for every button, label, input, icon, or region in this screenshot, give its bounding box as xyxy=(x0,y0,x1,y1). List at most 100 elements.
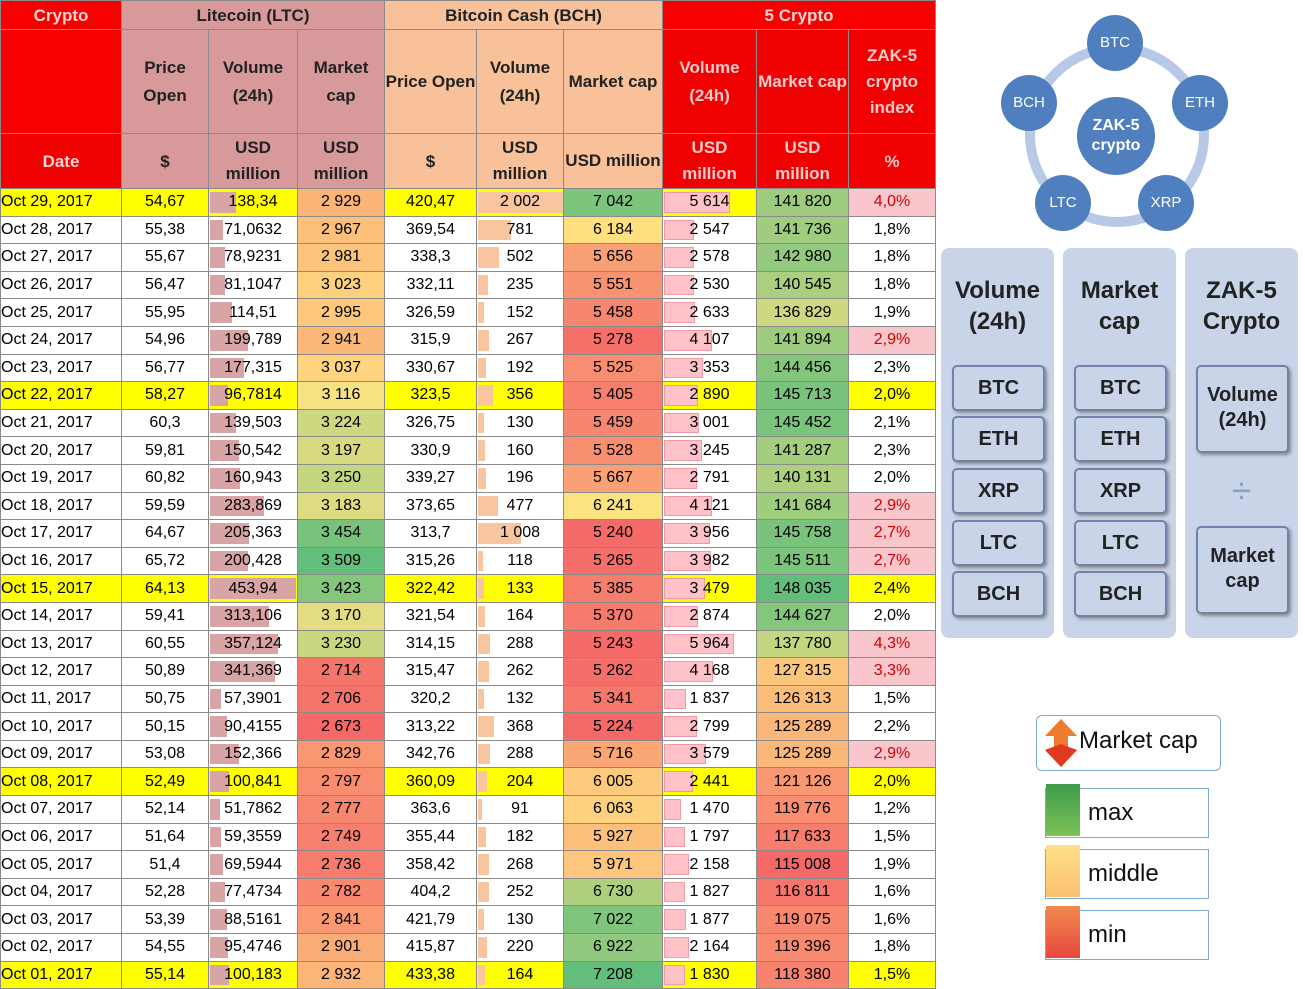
data-bar xyxy=(478,964,485,986)
ltc-volume-cell-value: 150,542 xyxy=(224,441,282,459)
c5-volume-cell: 3 479 xyxy=(662,574,757,603)
data-bar xyxy=(210,302,232,323)
ltc-volume-cell: 95,4746 xyxy=(208,933,298,962)
ltc-cap-cell: 3 224 xyxy=(297,408,385,438)
data-bar xyxy=(664,964,686,986)
zak-index-cell-value: 2,2% xyxy=(873,717,911,735)
ltc-price-cell: 60,55 xyxy=(121,629,209,659)
bch-price-cell-value: 355,44 xyxy=(406,827,455,845)
bch-price-cell: 404,2 xyxy=(384,877,477,907)
data-bar xyxy=(664,247,695,268)
table-row: Oct 22, 2017 58,27 96,7814 3 116 323,5 356 5 4… xyxy=(0,381,937,410)
data-bar xyxy=(478,688,484,710)
ltc-volume-cell-value: 160,943 xyxy=(224,469,282,487)
date-cell: Oct 27, 2017 xyxy=(0,243,122,272)
legend-title-box: Market cap xyxy=(1036,715,1221,771)
c5-volume-cell-value: 1 830 xyxy=(689,965,730,983)
ltc-volume-cell: 160,943 xyxy=(208,463,298,493)
ltc-price-cell-value: 52,49 xyxy=(144,772,186,790)
bch-price-cell: 323,5 xyxy=(384,381,477,410)
date-cell: Oct 20, 2017 xyxy=(0,436,122,465)
bch-volume-cell-value: 118 xyxy=(507,552,533,570)
c5-volume-cell: 1 797 xyxy=(662,822,757,852)
zak-index-cell: 1,2% xyxy=(847,795,937,824)
ltc-cap-cell: 2 706 xyxy=(297,684,385,714)
ltc-volume-cell: 114,51 xyxy=(208,298,298,327)
date-cell-value: Oct 17, 2017 xyxy=(1,524,93,542)
ltc-price-cell-value: 50,15 xyxy=(144,717,186,735)
zak-index-cell: 2,9% xyxy=(847,491,937,521)
c5-cap-cell: 148 035 xyxy=(756,574,849,603)
table-row: Oct 23, 2017 56,77 177,315 3 037 330,67 192 5 … xyxy=(0,353,937,383)
date-cell: Oct 12, 2017 xyxy=(0,657,122,686)
c5-volume-cell: 1 877 xyxy=(662,905,757,935)
bch-cap-cell-value: 7 022 xyxy=(592,910,634,928)
bch-cap-cell: 6 005 xyxy=(563,767,663,797)
c5-cap-cell-value: 126 313 xyxy=(773,689,832,707)
c5-volume-cell: 3 001 xyxy=(662,408,757,438)
legend-max-swatch xyxy=(1046,784,1080,836)
bch-cap-cell-value: 5 656 xyxy=(592,248,634,266)
date-cell-value: Oct 27, 2017 xyxy=(1,248,93,266)
data-bar xyxy=(478,440,485,461)
ltc-volume-cell-value: 57,3901 xyxy=(224,689,282,707)
bch-volume-cell-value: 91 xyxy=(511,800,529,818)
data-bar xyxy=(210,854,224,875)
volume-panel: Volume (24h) BTC ETH XRP LTC BCH xyxy=(941,248,1054,638)
date-cell: Oct 28, 2017 xyxy=(0,215,122,245)
ltc-cap-cell-value: 3 023 xyxy=(320,276,362,294)
ltc-volume-cell-value: 341,369 xyxy=(224,662,282,680)
ltc-volume-cell-value: 100,183 xyxy=(224,965,282,983)
c5-cap-cell-value: 137 780 xyxy=(773,634,832,652)
date-cell-value: Oct 28, 2017 xyxy=(1,220,93,238)
ltc-price-cell-value: 60,3 xyxy=(149,414,181,432)
bch-unit-dollar: $ xyxy=(384,133,477,189)
ltc-cap-cell: 3 423 xyxy=(297,574,385,603)
data-bar xyxy=(210,440,239,461)
zak-index-cell: 2,3% xyxy=(847,436,937,465)
table-row: Oct 12, 2017 50,89 341,369 2 714 315,47 262 5 … xyxy=(0,657,937,686)
ltc-cap-cell: 3 250 xyxy=(297,463,385,493)
bch-price-cell: 322,42 xyxy=(384,574,477,603)
ltc-volume-cell-value: 139,503 xyxy=(224,414,282,432)
zak-index-cell: 1,6% xyxy=(847,905,937,935)
data-bar xyxy=(478,743,491,765)
zak-index-cell: 2,1% xyxy=(847,408,937,438)
zak-index-cell: 2,0% xyxy=(847,463,937,493)
ltc-cap-cell-value: 3 170 xyxy=(320,607,362,625)
c5-cap-cell-value: 119 075 xyxy=(774,910,831,928)
c5-volume-cell: 4 107 xyxy=(662,325,757,355)
c5-cap-cell-value: 116 811 xyxy=(774,883,831,901)
ltc-price-cell: 51,64 xyxy=(121,822,209,852)
data-bar xyxy=(664,771,693,793)
zak-index-cell-value: 4,3% xyxy=(873,634,911,652)
volume-btc-label: BTC xyxy=(977,377,1020,399)
bch-header: Bitcoin Cash (BCH) xyxy=(384,0,663,30)
date-cell-value: Oct 13, 2017 xyxy=(1,634,93,652)
ltc-cap-cell-value: 3 230 xyxy=(320,634,362,652)
date-cell: Oct 18, 2017 xyxy=(0,491,122,521)
bch-cap-cell: 5 528 xyxy=(563,436,663,465)
ltc-volume-cell-value: 177,315 xyxy=(224,358,282,376)
data-bar xyxy=(210,274,226,296)
zak-index-cell-value: 1,5% xyxy=(873,827,911,845)
ltc-volume-cell: 341,369 xyxy=(208,657,298,686)
table-row: Oct 05, 2017 51,4 69,5944 2 736 358,42 268 5 9… xyxy=(0,850,937,879)
blank-header-cell xyxy=(0,29,122,134)
bch-volume-cell: 164 xyxy=(476,960,564,989)
bch-cap-cell-value: 5 385 xyxy=(592,579,634,597)
c5-volume-cell: 4 168 xyxy=(662,657,757,686)
date-cell-value: Oct 29, 2017 xyxy=(1,193,93,211)
bch-price-cell-value: 315,47 xyxy=(406,662,455,680)
bch-cap-cell-value: 7 042 xyxy=(592,193,634,211)
bch-volume-cell-value: 192 xyxy=(506,358,534,376)
date-cell: Oct 26, 2017 xyxy=(0,270,122,300)
zak-index-cell-value: 2,4% xyxy=(873,579,911,597)
bch-volume-cell: 204 xyxy=(476,767,564,797)
bch-price-cell: 314,15 xyxy=(384,629,477,659)
ltc-cap-cell-value: 3 423 xyxy=(320,579,362,597)
zak-index-cell: 4,3% xyxy=(847,629,937,659)
date-cell: Oct 19, 2017 xyxy=(0,463,122,493)
ltc-price-cell: 52,14 xyxy=(121,795,209,824)
zak-index-cell: 1,5% xyxy=(847,822,937,852)
